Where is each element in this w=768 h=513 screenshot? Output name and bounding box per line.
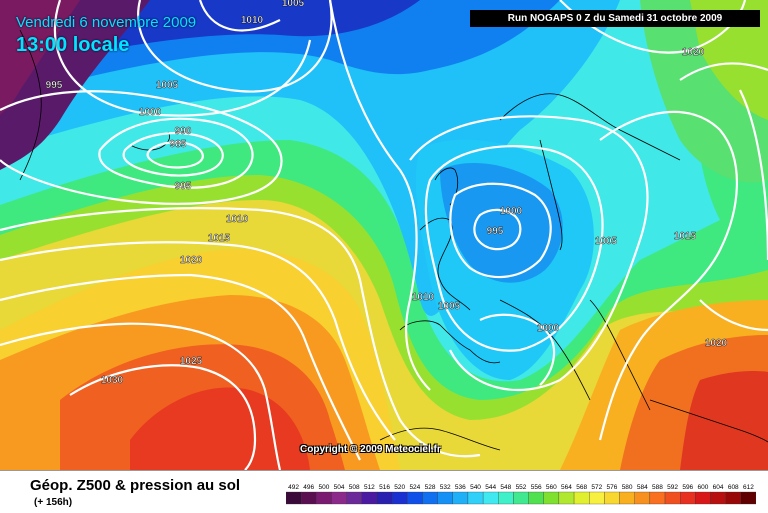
legend-tick-label: 540 <box>470 484 481 491</box>
legend-tick-label: 604 <box>713 484 724 491</box>
legend-swatch <box>710 491 726 505</box>
isobar-label: 990 <box>175 126 192 137</box>
legend-swatch <box>467 491 484 505</box>
legend-tick-label: 504 <box>334 484 345 491</box>
legend-swatch <box>286 491 302 505</box>
legend-swatch <box>331 491 347 505</box>
legend-swatch <box>619 491 635 505</box>
legend-tick-label: 588 <box>652 484 663 491</box>
legend-tick-label: 536 <box>455 484 466 491</box>
legend-tick-label: 556 <box>531 484 542 491</box>
isobar-label: 1020 <box>705 338 728 349</box>
legend-tick-label: 560 <box>546 484 557 491</box>
legend-swatch <box>725 491 741 505</box>
isobar-label: 1005 <box>438 301 461 312</box>
isobar-label: 995 <box>175 181 192 192</box>
legend-swatch <box>634 491 651 505</box>
legend-tick-label: 544 <box>485 484 496 491</box>
isobar-label: 1005 <box>282 0 305 9</box>
legend-tick-label: 520 <box>394 484 405 491</box>
isobar-label: 1005 <box>156 80 179 91</box>
legend-swatch <box>589 491 605 505</box>
legend-swatch <box>422 491 438 505</box>
geopotential-fill <box>0 0 768 470</box>
color-scale-legend: 492 496 500 504 508 512 516 520 524 528 532 536 540 5… <box>286 484 756 505</box>
legend-tick-label: 592 <box>667 484 678 491</box>
isobar-label: 1030 <box>101 375 124 386</box>
legend-tick-label: 600 <box>698 484 709 491</box>
weather-map: 1010 1005 995 1005 1000 990 985 995 1010… <box>0 0 768 470</box>
legend-swatch <box>604 491 620 505</box>
legend-tick-label: 572 <box>591 484 602 491</box>
legend-swatch <box>301 491 317 505</box>
legend-swatch <box>437 491 453 505</box>
legend-swatch <box>649 491 666 505</box>
isobar-labels: 1010 1005 995 1005 1000 990 985 995 1010… <box>45 0 728 386</box>
isobar-label: 1000 <box>500 206 523 217</box>
legend-swatch <box>695 491 711 505</box>
legend-swatch <box>740 491 756 505</box>
legend-tick-label: 576 <box>607 484 618 491</box>
legend-tick-label: 608 <box>728 484 739 491</box>
copyright-notice: Copyright © 2009 Meteociel.fr <box>300 444 441 455</box>
legend-swatch <box>361 491 378 505</box>
map-title: Géop. Z500 & pression au sol <box>30 477 241 494</box>
isobar-label: 1010 <box>241 15 264 26</box>
forecast-date: Vendredi 6 novembre 2009 <box>16 14 197 31</box>
legend-tick-label: 548 <box>500 484 511 491</box>
legend-swatch <box>543 491 560 505</box>
forecast-lead-time: (+ 156h) <box>34 497 73 508</box>
legend-tick-label: 492 <box>288 484 299 491</box>
isobar-label: 1020 <box>180 255 203 266</box>
isobar-label: 1015 <box>208 233 231 244</box>
isobar-label: 1015 <box>674 231 697 242</box>
isobar-label: 1010 <box>412 292 435 303</box>
legend-swatch <box>452 491 469 505</box>
legend-tick-label: 568 <box>576 484 587 491</box>
legend-tick-label: 500 <box>318 484 329 491</box>
legend-tick-label: 512 <box>364 484 375 491</box>
legend-swatch <box>498 491 514 505</box>
legend-tick-label: 580 <box>622 484 633 491</box>
legend-tick-label: 564 <box>561 484 572 491</box>
legend-swatch <box>391 491 408 505</box>
isobar-label: 995 <box>46 80 63 91</box>
legend-swatch <box>376 491 393 505</box>
isobar-label: 1005 <box>595 236 618 247</box>
isobar-label: 1025 <box>180 356 203 367</box>
legend-swatch <box>316 491 332 505</box>
isobar-label: 1010 <box>226 214 249 225</box>
legend-tick-label: 516 <box>379 484 390 491</box>
legend-tick-label: 524 <box>409 484 420 491</box>
forecast-time: 13:00 locale <box>16 34 130 56</box>
legend-tick-label: 496 <box>303 484 314 491</box>
legend-swatch <box>664 491 681 505</box>
isobar-label: 1020 <box>682 47 705 58</box>
legend-tick-label: 508 <box>349 484 360 491</box>
legend-swatch <box>558 491 575 505</box>
isobar-label: 985 <box>170 139 187 150</box>
isobar-lines <box>0 0 768 470</box>
isobar-label: 995 <box>487 226 504 237</box>
legend-swatch <box>482 491 499 505</box>
legend-tick-label: 596 <box>682 484 693 491</box>
legend-tick-label: 552 <box>516 484 527 491</box>
coastlines <box>19 29 768 451</box>
legend-swatch <box>680 491 696 505</box>
legend-tick-label: 528 <box>425 484 436 491</box>
isobar-label: 1000 <box>537 323 560 334</box>
legend-tick-label: 584 <box>637 484 648 491</box>
legend-swatch <box>573 491 590 505</box>
legend-swatch <box>513 491 529 505</box>
legend-swatch <box>346 491 362 505</box>
legend-swatch <box>528 491 544 505</box>
legend-tick-label: 532 <box>440 484 451 491</box>
map-footer: Géop. Z500 & pression au sol (+ 156h) <box>0 470 768 513</box>
isobar-label: 1000 <box>139 107 162 118</box>
legend-tick-label: 612 <box>743 484 754 491</box>
model-run-label: Run NOGAPS 0 Z du Samedi 31 octobre 2009 <box>470 10 760 27</box>
legend-swatch <box>407 491 423 505</box>
